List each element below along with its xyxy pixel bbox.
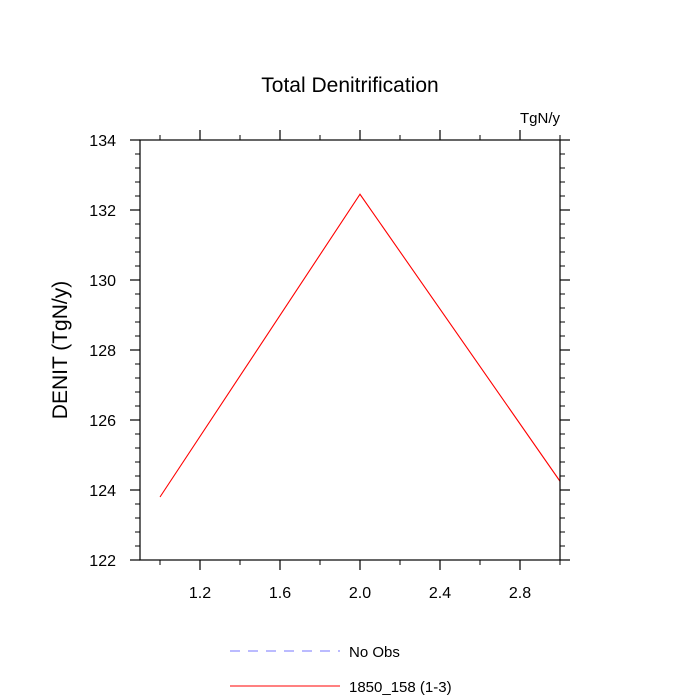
series-group	[159, 193, 561, 498]
y-tick-label: 132	[89, 203, 116, 220]
x-tick-label: 1.6	[269, 585, 291, 602]
plot-frame	[139, 139, 561, 561]
y-tick-label: 128	[89, 343, 116, 360]
y-tick-label: 126	[89, 413, 116, 430]
x-tick-label: 2.4	[429, 585, 451, 602]
legend-label: 1850_158 (1-3)	[349, 679, 452, 696]
series-line	[159, 193, 561, 498]
minor-ticks	[135, 135, 565, 565]
x-tick-label: 2.0	[349, 585, 371, 602]
y-tick-label: 130	[89, 273, 116, 290]
tick-labels: 1.2 1.6 2.0 2.4 2.8 122 124 126 128 130 132 134	[89, 133, 531, 602]
units-label: TgN/y	[520, 110, 561, 127]
x-tick-label: 1.2	[189, 585, 211, 602]
x-tick-label: 2.8	[509, 585, 531, 602]
y-axis-label: DENIT (TgN/y)	[49, 281, 72, 419]
y-tick-label: 134	[89, 133, 116, 150]
legend-label: No Obs	[349, 644, 400, 661]
legend: No Obs 1850_158 (1-3)	[230, 644, 452, 696]
chart-title: Total Denitrification	[261, 74, 438, 97]
major-ticks	[130, 130, 570, 570]
y-tick-label: 124	[89, 483, 116, 500]
y-tick-label: 122	[89, 553, 116, 570]
